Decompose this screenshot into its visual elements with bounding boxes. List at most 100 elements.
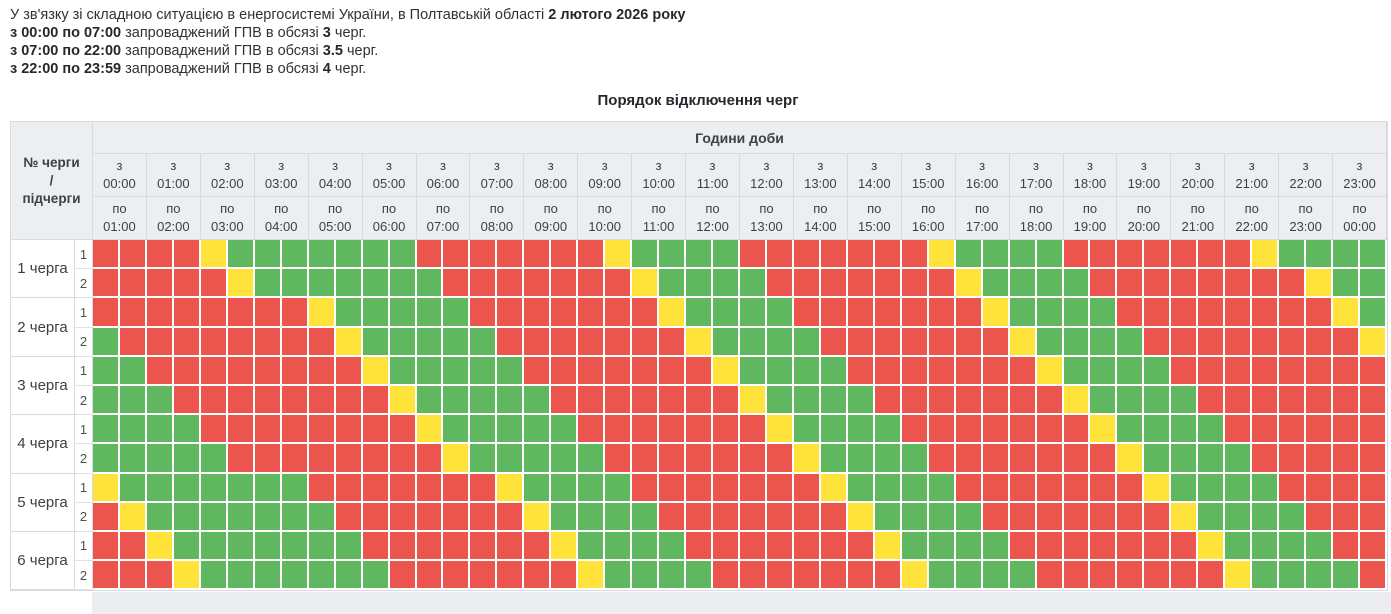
hour-to-cell: по 08:00 xyxy=(470,197,525,240)
hour-from-cell: з 19:00 xyxy=(1117,154,1172,197)
schedule-cell xyxy=(766,298,794,328)
schedule-cell xyxy=(1063,415,1091,445)
hour-to-cell-text: 03:00 xyxy=(211,219,244,234)
schedule-cell xyxy=(847,415,875,445)
hour-to-cell-text: 16:00 xyxy=(911,219,945,234)
schedule-cell xyxy=(1306,298,1334,328)
hour-to-cell-text: 08:00 xyxy=(480,219,514,234)
schedule-cell xyxy=(308,415,336,445)
schedule-cell xyxy=(227,298,255,328)
schedule-cell xyxy=(1009,444,1037,474)
schedule-cell xyxy=(146,502,174,532)
schedule-cell xyxy=(1009,473,1037,503)
schedule-cell xyxy=(254,327,282,357)
schedule-cell xyxy=(1306,561,1334,591)
schedule-cell xyxy=(820,385,848,416)
hour-from-cell-text: з xyxy=(655,158,662,173)
hour-from-cell: з 17:00 xyxy=(1009,154,1064,197)
schedule-cell xyxy=(254,444,282,474)
schedule-cell xyxy=(1144,298,1172,328)
schedule-cell xyxy=(1036,502,1064,532)
schedule-cell xyxy=(578,561,606,591)
intro-text: У зв'язку зі складною ситуацією в енерго… xyxy=(10,6,685,78)
schedule-cell xyxy=(874,385,902,416)
hour-from-cell: з 16:00 xyxy=(955,154,1010,197)
schedule-cell xyxy=(443,385,471,416)
schedule-cell xyxy=(820,444,848,474)
schedule-cell xyxy=(1117,385,1145,416)
hour-to-cell-text: 15:00 xyxy=(858,219,891,234)
schedule-cell xyxy=(497,502,525,532)
hour-from-cell-text: 01:00 xyxy=(157,176,190,191)
schedule-cell xyxy=(362,415,390,445)
schedule-cell xyxy=(281,473,309,503)
schedule-cell xyxy=(659,561,687,591)
schedule-cell xyxy=(605,444,633,474)
schedule-cell xyxy=(1279,298,1307,328)
schedule-cell xyxy=(200,502,228,532)
schedule-cell xyxy=(93,444,120,474)
schedule-cell xyxy=(578,502,606,532)
schedule-cell xyxy=(1333,415,1361,445)
schedule-cell xyxy=(659,269,687,299)
subqueue-label: 1 xyxy=(75,531,93,562)
schedule-cell xyxy=(1306,327,1334,357)
schedule-cell xyxy=(551,269,579,299)
hour-from-cell-text: з xyxy=(278,158,285,173)
schedule-cell xyxy=(227,356,255,386)
schedule-cell xyxy=(1252,502,1280,532)
schedule-cell xyxy=(901,385,929,416)
schedule-cell xyxy=(470,502,498,532)
schedule-cell xyxy=(1117,356,1145,386)
schedule-cell xyxy=(119,356,147,386)
hour-to-cell-text: по xyxy=(381,201,397,216)
schedule-cell xyxy=(551,473,579,503)
schedule-cell xyxy=(1279,356,1307,386)
schedule-cell xyxy=(362,356,390,386)
schedule-cell xyxy=(1360,502,1387,532)
hour-from-cell: з 02:00 xyxy=(200,154,255,197)
schedule-cell xyxy=(605,531,633,562)
schedule-cell xyxy=(686,561,714,591)
schedule-cell xyxy=(740,473,767,503)
schedule-cell xyxy=(955,240,983,270)
schedule-cell xyxy=(416,240,444,270)
schedule-cell xyxy=(389,356,417,386)
schedule-cell xyxy=(119,298,147,328)
schedule-cell xyxy=(982,444,1010,474)
schedule-cell xyxy=(146,415,174,445)
schedule-cell xyxy=(982,502,1010,532)
schedule-cell xyxy=(227,473,255,503)
hour-to-cell-text: 23:00 xyxy=(1289,219,1322,234)
hour-from-cell-text: 21:00 xyxy=(1235,176,1268,191)
schedule-cell xyxy=(1333,298,1361,328)
hour-to-cell: по 00:00 xyxy=(1333,197,1387,240)
hour-to-cell: по 10:00 xyxy=(578,197,633,240)
schedule-cell xyxy=(551,298,579,328)
schedule-cell xyxy=(281,240,309,270)
schedule-cell xyxy=(740,415,767,445)
schedule-cell xyxy=(1117,473,1145,503)
schedule-cell xyxy=(227,561,255,591)
schedule-cell xyxy=(524,473,552,503)
hour-from-cell-text: з xyxy=(1086,158,1093,173)
schedule-cell xyxy=(659,298,687,328)
hour-from-cell-text: з xyxy=(386,158,393,173)
schedule-cell xyxy=(281,356,309,386)
hour-from-cell-text: з xyxy=(116,158,123,173)
schedule-cell xyxy=(928,240,956,270)
schedule-cell xyxy=(740,327,767,357)
schedule-cell xyxy=(632,240,660,270)
schedule-cell xyxy=(1144,356,1172,386)
schedule-cell xyxy=(200,356,228,386)
schedule-cell xyxy=(632,415,660,445)
schedule-cell xyxy=(578,327,606,357)
schedule-cell xyxy=(389,561,417,591)
hour-to-cell: по 18:00 xyxy=(1009,197,1064,240)
hour-from-cell-text: 03:00 xyxy=(264,176,298,191)
schedule-cell xyxy=(659,240,687,270)
schedule-cell xyxy=(1279,269,1307,299)
schedule-cell xyxy=(497,561,525,591)
hour-from-cell: з 18:00 xyxy=(1063,154,1118,197)
schedule-cell xyxy=(928,269,956,299)
